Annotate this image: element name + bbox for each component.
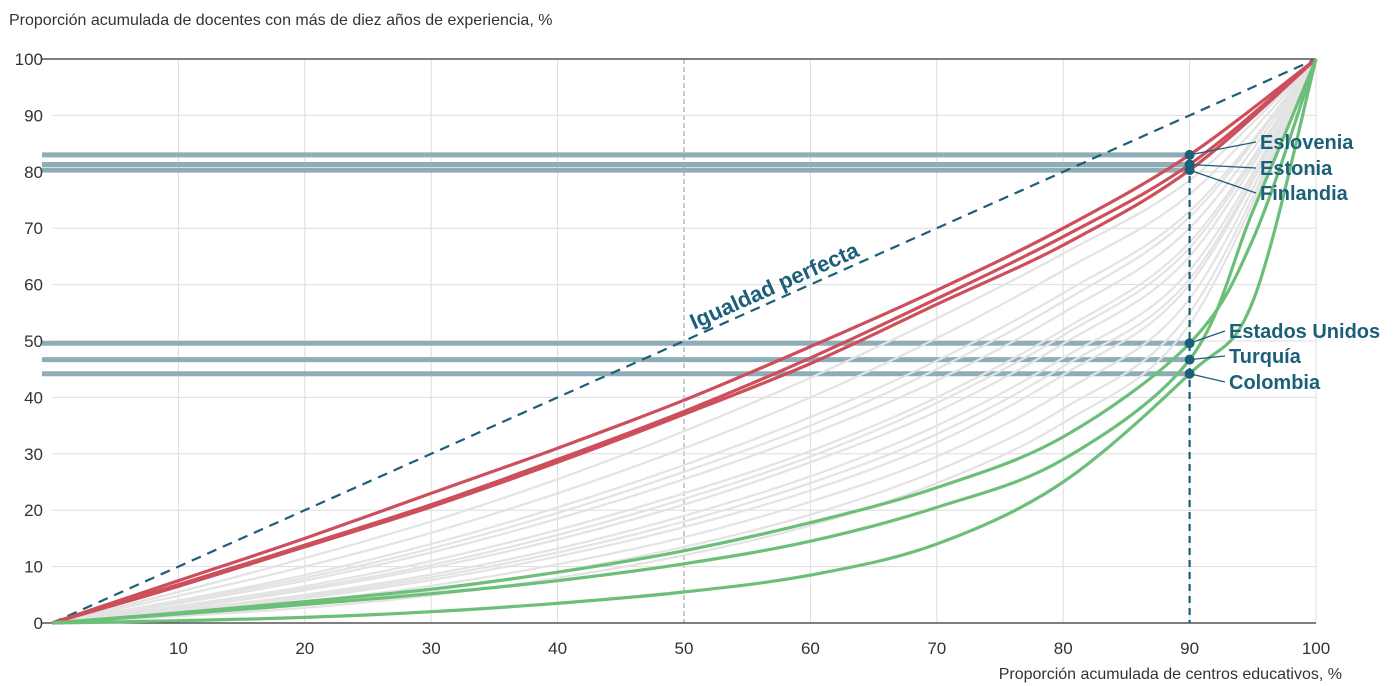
x-tick-label: 100 xyxy=(1302,639,1330,658)
other-country-curve xyxy=(51,58,1317,625)
x-tick-label: 40 xyxy=(548,639,567,658)
y-tick-label: 20 xyxy=(24,501,43,520)
x-tick-label: 50 xyxy=(675,639,694,658)
leader-line xyxy=(1189,330,1226,344)
leader-line xyxy=(1189,141,1257,156)
other-country-curve xyxy=(51,58,1317,625)
other-country-curve xyxy=(51,58,1317,625)
other-country-curve xyxy=(51,58,1317,625)
equality-annotation: Igualdad perfecta xyxy=(686,237,863,334)
x-tick-label: 80 xyxy=(1054,639,1073,658)
leader-line xyxy=(1189,373,1226,383)
country-curve xyxy=(51,58,1318,625)
country-curve xyxy=(51,58,1318,625)
x-tick-label: 70 xyxy=(927,639,946,658)
leader-line xyxy=(1189,163,1257,169)
country-label: Estados Unidos xyxy=(1229,321,1380,343)
y-tick-label: 10 xyxy=(24,558,43,577)
axes xyxy=(42,58,1316,624)
y-tick-label: 30 xyxy=(24,445,43,464)
country-label: Estonia xyxy=(1260,158,1333,180)
country-label: Eslovenia xyxy=(1260,132,1354,154)
equality-dashed-line xyxy=(51,57,1317,625)
x-axis-title: Proporción acumulada de centros educativ… xyxy=(998,666,1342,683)
other-country-curve xyxy=(51,58,1317,625)
other-country-curve xyxy=(51,58,1317,625)
country-label: Colombia xyxy=(1229,372,1321,394)
leader-line xyxy=(1189,169,1257,194)
country-curve xyxy=(51,57,1318,625)
leader-line xyxy=(1189,355,1226,361)
x-tick-label: 10 xyxy=(169,639,188,658)
y-tick-label: 100 xyxy=(15,50,43,69)
country-label: Turquía xyxy=(1229,346,1302,368)
x-tick-label: 20 xyxy=(295,639,314,658)
highlighted-country-curves xyxy=(51,57,1318,625)
y-tick-label: 80 xyxy=(24,163,43,182)
y-tick-label: 90 xyxy=(24,106,43,125)
country-curve xyxy=(51,57,1317,625)
other-country-curve xyxy=(51,58,1317,625)
y-tick-label: 50 xyxy=(24,332,43,351)
other-country-curve xyxy=(51,58,1317,625)
other-country-curve xyxy=(51,58,1317,625)
highlight-bands xyxy=(42,152,1190,377)
y-axis-title: Proporción acumulada de docentes con más… xyxy=(9,12,553,29)
y-tick-label: 60 xyxy=(24,276,43,295)
country-label: Finlandia xyxy=(1260,183,1349,205)
x-tick-label: 60 xyxy=(801,639,820,658)
y-tick-label: 40 xyxy=(24,388,43,407)
y-tick-label: 0 xyxy=(34,614,43,633)
x-tick-label: 90 xyxy=(1180,639,1199,658)
other-country-curve xyxy=(51,58,1317,625)
country-curve xyxy=(51,57,1318,625)
x-tick-label: 30 xyxy=(422,639,441,658)
country-curve xyxy=(51,58,1318,625)
y-tick-label: 70 xyxy=(24,219,43,238)
country-labels: Eslovenia Estonia Finlandia Estados Unidos T… xyxy=(1189,132,1380,394)
other-country-curve xyxy=(51,58,1317,625)
other-country-curves xyxy=(51,58,1317,625)
other-country-curve xyxy=(51,58,1317,625)
tick-labels: 10 20 30 40 50 60 70 80 90 100 0 10 20 30 40 50 60 70 80 90… xyxy=(15,50,1331,658)
